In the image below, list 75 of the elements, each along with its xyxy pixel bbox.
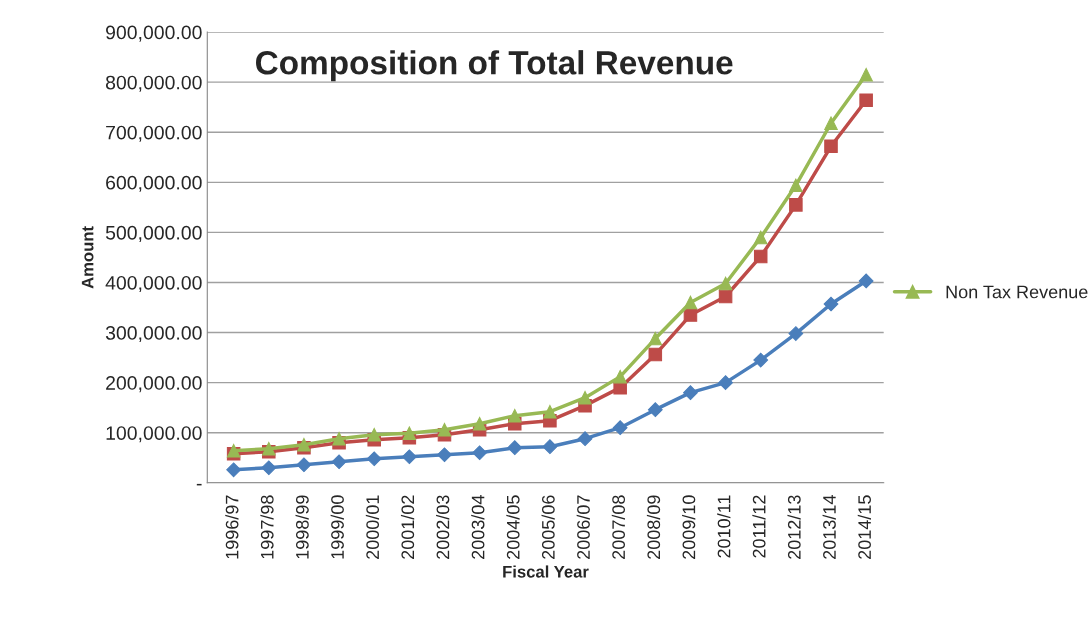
point: [718, 375, 733, 391]
legend-label: Non Tax Revenue: [946, 285, 1088, 299]
x-tick-label: 2004/05: [506, 495, 520, 559]
point: [577, 431, 593, 447]
point: [402, 426, 417, 440]
x-tick-label: 1998/99: [295, 495, 309, 559]
point: [261, 460, 277, 476]
point: [542, 439, 558, 455]
y-tick-label: 200,000.00: [106, 376, 202, 393]
y-tick-label: 300,000.00: [105, 326, 202, 343]
y-tick-label: -: [196, 483, 202, 486]
point: [753, 352, 769, 368]
y-tick-label: 500,000.00: [105, 225, 202, 242]
point: [613, 369, 627, 384]
point: [367, 427, 381, 442]
point: [753, 230, 768, 245]
point: [788, 326, 804, 341]
point: [647, 402, 663, 418]
x-axis-title: Fiscal Year: [503, 565, 589, 578]
point: [859, 67, 873, 82]
point: [753, 249, 768, 264]
point: [366, 451, 382, 467]
point: [824, 139, 838, 154]
y-axis-title: Amount: [81, 226, 94, 289]
point: [648, 331, 663, 346]
y-tick-label: 400,000.00: [105, 275, 202, 293]
point: [789, 178, 803, 193]
x-tick-label: 1997/98: [260, 495, 274, 559]
point: [578, 390, 592, 405]
x-tick-label: 2011/12: [752, 495, 766, 558]
point: [823, 296, 839, 312]
point: [507, 440, 523, 456]
x-tick-label: 2005/06: [541, 495, 555, 559]
point: [332, 431, 346, 446]
point: [859, 93, 873, 107]
point: [683, 295, 698, 310]
point: [543, 404, 557, 419]
point: [331, 454, 347, 470]
point: [437, 447, 452, 463]
x-tick-label: 2010/11: [717, 495, 731, 558]
point: [683, 385, 698, 401]
x-tick-label: 2001/02: [400, 495, 415, 559]
point: [648, 347, 663, 362]
point: [472, 445, 488, 461]
point: [437, 422, 452, 437]
point: [401, 449, 417, 465]
point: [718, 289, 733, 304]
point: [472, 416, 487, 431]
x-tick-label: 2008/09: [646, 495, 661, 559]
y-tick-label: 100,000.00: [106, 426, 202, 443]
point: [226, 462, 242, 478]
y-tick-label: 600,000.00: [106, 175, 202, 192]
y-tick-label: 900,000.00: [106, 25, 202, 42]
x-tick-label: 2014/15: [857, 495, 871, 559]
point: [718, 276, 733, 291]
x-tick-label: 1999/00: [330, 495, 344, 559]
text: Composition of Total Revenue: [256, 50, 733, 82]
x-tick-label: 2000/01: [365, 495, 380, 559]
point: [858, 273, 874, 289]
x-tick-label: 2009/10: [682, 495, 696, 559]
x-tick-label: 1996/97: [225, 495, 239, 559]
point: [824, 116, 838, 131]
point: [789, 198, 803, 212]
point: [507, 408, 522, 423]
x-tick-label: 2012/13: [787, 495, 801, 559]
y-tick-label: 800,000.00: [105, 75, 202, 92]
x-tick-label: 2013/14: [822, 495, 836, 559]
x-tick-label: 2003/04: [471, 495, 485, 559]
point: [296, 457, 312, 473]
point: [612, 420, 628, 436]
x-tick-label: 2006/07: [576, 495, 590, 559]
y-tick-label: 700,000.00: [106, 125, 202, 142]
x-tick-label: 2007/08: [611, 495, 626, 559]
point: [683, 308, 698, 322]
x-tick-label: 2002/03: [436, 495, 450, 559]
